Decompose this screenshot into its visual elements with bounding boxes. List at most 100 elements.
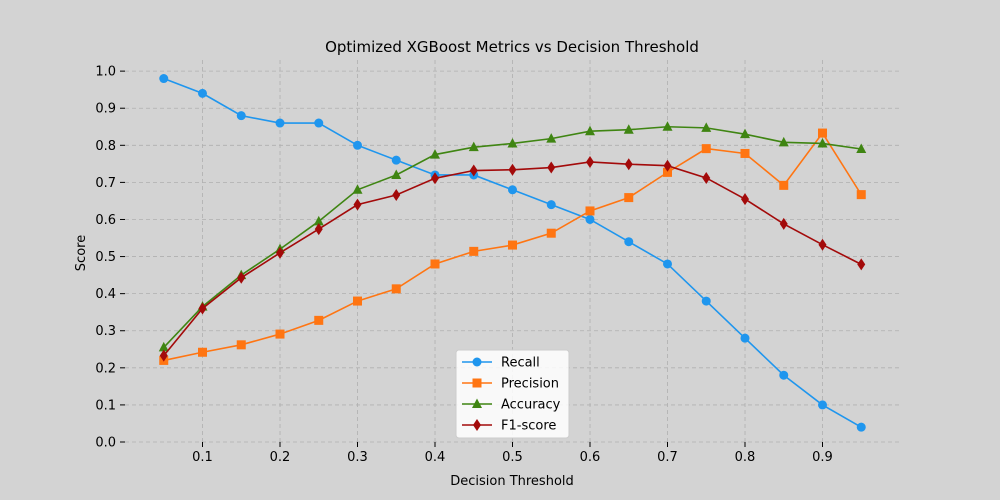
legend-entry: Accuracy bbox=[462, 398, 561, 413]
data-point bbox=[624, 237, 634, 247]
data-point bbox=[469, 246, 479, 256]
data-point bbox=[779, 180, 789, 190]
series bbox=[158, 74, 867, 432]
data-point bbox=[391, 155, 401, 165]
data-point bbox=[431, 172, 439, 185]
data-point bbox=[547, 161, 556, 174]
series-f1-score bbox=[159, 155, 866, 362]
series-precision bbox=[159, 128, 866, 365]
data-point bbox=[818, 128, 827, 138]
chart-title: Optimized XGBoost Metrics vs Decision Th… bbox=[325, 38, 699, 56]
data-point bbox=[779, 370, 789, 380]
legend-marker bbox=[472, 357, 482, 367]
data-point bbox=[508, 185, 517, 195]
x-tick-label: 0.2 bbox=[270, 450, 291, 465]
y-tick-label: 0.1 bbox=[95, 398, 116, 413]
y-tick-label: 0.9 bbox=[95, 102, 116, 117]
y-tick-label: 0.2 bbox=[95, 361, 116, 376]
data-point bbox=[391, 284, 401, 294]
legend-entry: Recall bbox=[462, 356, 540, 371]
data-point bbox=[275, 329, 285, 339]
legend-label: F1-score bbox=[501, 419, 556, 434]
data-point bbox=[469, 164, 478, 177]
data-point bbox=[663, 159, 672, 172]
y-tick-label: 0.6 bbox=[95, 213, 116, 228]
data-point bbox=[158, 341, 169, 352]
data-point bbox=[740, 333, 750, 343]
data-point bbox=[623, 124, 634, 134]
data-point bbox=[430, 259, 440, 269]
y-ticks: 0.0 0.1 0.2 0.3 0.4 0.5 0.6 0.7 0.8 0.9 1.0 bbox=[95, 65, 125, 451]
data-point bbox=[198, 347, 207, 357]
data-point bbox=[818, 400, 827, 410]
data-point bbox=[237, 271, 246, 284]
data-point bbox=[585, 214, 595, 224]
x-tick-label: 0.9 bbox=[812, 450, 833, 465]
data-point bbox=[198, 88, 207, 98]
y-tick-label: 1.0 bbox=[95, 65, 116, 80]
data-point bbox=[507, 137, 518, 148]
x-tick-label: 0.8 bbox=[735, 450, 756, 465]
y-tick-label: 0.5 bbox=[95, 250, 116, 265]
x-tick-label: 0.4 bbox=[425, 450, 446, 465]
data-point bbox=[817, 137, 828, 148]
data-point bbox=[546, 133, 557, 143]
data-point bbox=[313, 215, 324, 226]
data-point bbox=[818, 238, 827, 251]
data-point bbox=[856, 143, 867, 154]
data-point bbox=[740, 148, 750, 158]
x-tick-label: 0.6 bbox=[580, 450, 601, 465]
data-point bbox=[701, 296, 711, 306]
data-point bbox=[663, 167, 672, 177]
data-point bbox=[468, 141, 479, 152]
data-point bbox=[779, 217, 788, 230]
legend-entry: Precision bbox=[462, 377, 559, 392]
data-point bbox=[353, 198, 362, 211]
legend-marker bbox=[473, 419, 481, 431]
data-point bbox=[585, 206, 595, 216]
legend-box bbox=[455, 349, 570, 439]
data-point bbox=[508, 240, 517, 250]
data-point bbox=[856, 190, 866, 200]
data-point bbox=[624, 193, 634, 203]
data-point bbox=[314, 223, 323, 236]
data-point bbox=[275, 118, 285, 128]
data-point bbox=[353, 140, 362, 150]
data-point bbox=[391, 169, 402, 179]
data-point bbox=[624, 158, 633, 171]
data-point bbox=[702, 171, 711, 184]
data-point bbox=[392, 188, 401, 201]
data-point bbox=[159, 349, 168, 362]
data-point bbox=[276, 246, 284, 259]
x-tick-label: 0.5 bbox=[502, 450, 523, 465]
data-point bbox=[353, 296, 362, 306]
legend-label: Accuracy bbox=[501, 398, 561, 413]
x-tick-label: 0.3 bbox=[347, 450, 368, 465]
data-point bbox=[701, 122, 712, 132]
data-point bbox=[198, 302, 207, 315]
y-tick-label: 0.3 bbox=[95, 324, 116, 339]
data-point bbox=[314, 315, 324, 325]
data-point bbox=[741, 193, 749, 206]
data-point bbox=[778, 136, 789, 147]
legend: Recall Precision Accuracy F1-score bbox=[455, 349, 570, 439]
data-point bbox=[857, 258, 866, 271]
data-point bbox=[159, 74, 169, 84]
series-recall bbox=[159, 74, 866, 432]
data-point bbox=[585, 125, 595, 136]
x-axis-label: Decision Threshold bbox=[450, 474, 574, 489]
legend-entry: F1-score bbox=[462, 419, 556, 434]
data-point bbox=[508, 163, 517, 176]
y-tick-label: 0.7 bbox=[95, 176, 116, 191]
data-point bbox=[856, 422, 866, 432]
data-point bbox=[662, 121, 673, 131]
y-tick-label: 0.4 bbox=[95, 287, 116, 302]
legend-marker bbox=[472, 378, 482, 388]
x-ticks: 0.1 0.2 0.3 0.4 0.5 0.6 0.7 0.8 0.9 bbox=[192, 442, 833, 465]
data-point bbox=[663, 259, 672, 269]
x-tick-label: 0.1 bbox=[192, 450, 213, 465]
data-point bbox=[740, 128, 750, 139]
data-point bbox=[236, 340, 246, 350]
legend-label: Precision bbox=[501, 377, 559, 392]
